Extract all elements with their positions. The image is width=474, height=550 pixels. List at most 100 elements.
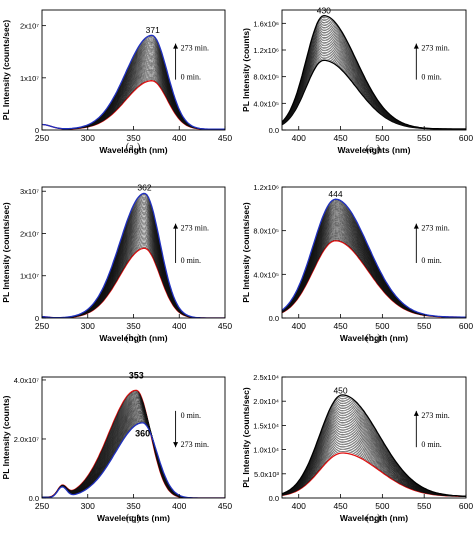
panel-caption: (c₂) — [366, 513, 381, 524]
arrow-bottom-label: 273 min. — [181, 440, 209, 449]
plot-frame — [281, 9, 467, 131]
x-tick-label: 400 — [292, 501, 306, 511]
x-tick-label: 450 — [218, 501, 232, 511]
x-tick-label: 450 — [333, 501, 347, 511]
y-axis-label: PL Intensity (counts) — [241, 28, 251, 112]
series-curve — [42, 420, 225, 498]
y-tick-label: 2.0x10⁷ — [14, 435, 40, 444]
y-tick-label: 4.0x10⁵ — [253, 270, 279, 279]
x-tick-label: 250 — [35, 321, 49, 331]
arrow-head-icon — [173, 223, 179, 229]
y-axis-label: PL Intensity (counts) — [1, 395, 11, 479]
y-tick-label: 1x10⁷ — [20, 74, 39, 83]
series-curve — [42, 192, 225, 318]
series-curve — [282, 394, 466, 497]
x-tick-label: 250 — [35, 501, 49, 511]
x-tick-label: 400 — [172, 321, 186, 331]
series-curve — [42, 228, 225, 318]
y-tick-label: 2.5x10⁴ — [253, 373, 279, 382]
series-curve — [282, 198, 466, 318]
chart-a1: 250 300 350 400 450 0 1x10⁷ 2x10⁷ Wavelength (nm… — [1, 9, 232, 155]
series-curve — [42, 419, 225, 498]
series-curve — [42, 224, 225, 318]
arrow-top-label: 0 min. — [181, 411, 201, 420]
x-tick-label: 400 — [172, 133, 186, 143]
chart-c1: 250 300 350 400 450 0.0 2.0x10⁷ 4.0x10⁷ Waveleng… — [1, 371, 232, 524]
y-tick-label: 8.0x10⁵ — [253, 227, 279, 236]
x-tick-label: 600 — [459, 133, 473, 143]
peak-label-final: 360 — [135, 429, 150, 439]
arrow-bottom-label: 0 min. — [421, 73, 441, 82]
x-tick-label: 350 — [126, 133, 140, 143]
y-axis-label: PL Intensity (counts/sec) — [1, 202, 11, 303]
y-tick-label: 3x10⁷ — [20, 187, 39, 196]
series-curve — [42, 415, 225, 498]
arrow-bottom-label: 0 min. — [421, 256, 441, 265]
y-tick-label: 8.0x10⁵ — [253, 73, 279, 82]
x-tick-label: 400 — [292, 321, 306, 331]
arrow-bottom-label: 0 min. — [421, 440, 441, 449]
series-curve — [42, 422, 225, 498]
y-tick-label: 0.0 — [29, 494, 39, 503]
x-tick-label: 350 — [126, 501, 140, 511]
panel-caption: (b₂) — [365, 333, 380, 344]
series-curve — [282, 15, 466, 130]
peak-label: 371 — [146, 25, 160, 35]
series-curve — [42, 34, 225, 130]
arrow-bottom-label: 0 min. — [181, 73, 201, 82]
arrow-top-label: 273 min. — [181, 224, 209, 233]
y-tick-label: 4.0x10⁵ — [253, 99, 279, 108]
x-tick-label: 300 — [81, 321, 95, 331]
y-tick-label: 0.0 — [269, 126, 279, 135]
x-axis-label: Wavelength (nm) — [99, 333, 167, 343]
y-tick-label: 2.0x10⁴ — [253, 397, 279, 406]
plot-frame — [281, 186, 467, 319]
chart-b1: 250 300 350 400 450 0 1x10⁷ 2x10⁷ 3x10⁷ Wavelengt… — [1, 182, 232, 344]
y-tick-label: 0.0 — [269, 314, 279, 323]
y-tick-label: 0.0 — [269, 494, 279, 503]
arrow-top-label: 273 min. — [421, 224, 449, 233]
x-tick-label: 450 — [333, 321, 347, 331]
arrow-head-icon — [173, 43, 179, 49]
x-tick-label: 300 — [81, 501, 95, 511]
arrow-top-label: 273 min. — [181, 44, 209, 53]
x-tick-label: 400 — [292, 133, 306, 143]
y-tick-label: 4.0x10⁷ — [14, 376, 40, 385]
y-tick-label: 1.6x10⁶ — [253, 19, 279, 28]
series-group — [42, 34, 225, 130]
x-tick-label: 500 — [375, 501, 389, 511]
series-curve — [42, 421, 225, 498]
series-curve — [42, 412, 225, 498]
chart-c2: 400 450 500 550 600 0.0 5.0x10³ 1.0x10⁴ 1.5x10⁴ 2… — [241, 373, 473, 524]
panel-caption: (a₂) — [366, 144, 381, 155]
chart-b2: 400 450 500 550 600 0.0 4.0x10⁵ 8.0x10⁵ 1.2x10⁶ W… — [241, 183, 473, 344]
plot-frame — [281, 376, 467, 499]
y-axis-label: PL Intensity (counts/sec) — [1, 20, 11, 121]
x-axis-label: Wavelength (nm) — [99, 145, 167, 155]
peak-label: 430 — [317, 6, 331, 16]
series-curve — [42, 416, 225, 498]
y-tick-label: 0 — [35, 314, 39, 323]
x-tick-label: 550 — [417, 321, 431, 331]
series-curve — [42, 225, 225, 318]
x-tick-label: 450 — [218, 133, 232, 143]
arrow-head-icon — [173, 442, 179, 448]
chart-a2: 400 450 500 550 600 0.0 4.0x10⁵ 8.0x10⁵ 1.2x10⁶ 1… — [241, 6, 473, 155]
y-tick-label: 1.5x10⁴ — [253, 421, 279, 430]
y-tick-label: 1.2x10⁶ — [253, 46, 279, 55]
x-axis-label: Wavelenghts (nm) — [338, 145, 411, 155]
series-curve — [42, 417, 225, 498]
series-group — [282, 198, 466, 318]
series-curve — [42, 409, 225, 498]
x-tick-label: 500 — [375, 133, 389, 143]
x-tick-label: 450 — [333, 133, 347, 143]
x-tick-label: 250 — [35, 133, 49, 143]
x-tick-label: 500 — [375, 321, 389, 331]
peak-label: 353 — [129, 371, 144, 381]
x-tick-label: 350 — [126, 321, 140, 331]
x-tick-label: 550 — [417, 501, 431, 511]
y-tick-label: 1.2x10⁶ — [253, 183, 279, 192]
y-tick-label: 5.0x10³ — [254, 470, 280, 479]
series-group — [282, 15, 466, 130]
